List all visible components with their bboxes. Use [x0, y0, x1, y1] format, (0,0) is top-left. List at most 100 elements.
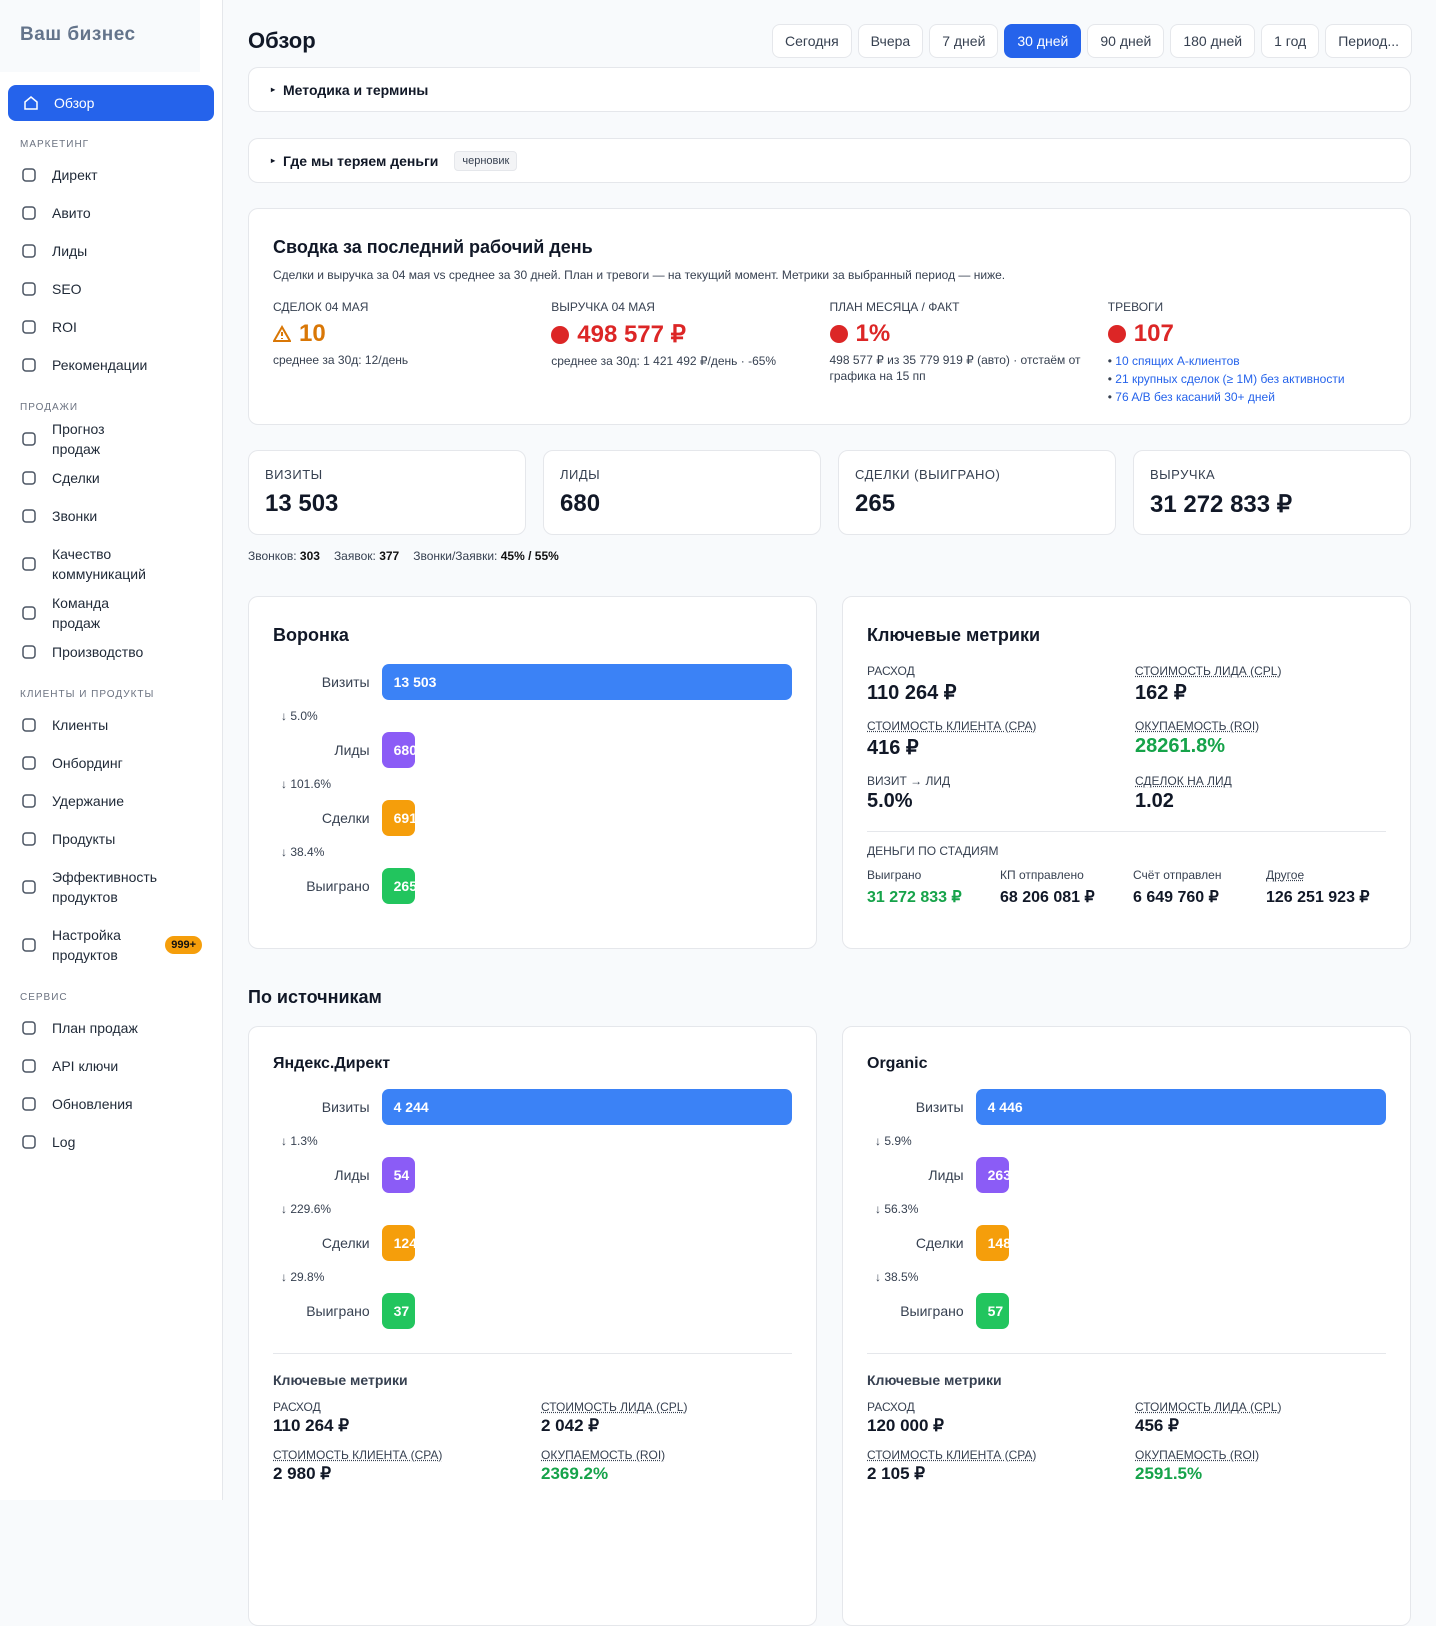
metric-label: СДЕЛКИ (ВЫИГРАНО) — [855, 467, 1099, 482]
kpi: ВЫРУЧКА 04 МАЯ 498 577 ₽ среднее за 30д: 1… — [551, 300, 829, 406]
nav-item[interactable]: SEO — [0, 270, 222, 308]
funnel-drop: ↓ 38.4% — [273, 836, 792, 868]
nav-label: Онбординг — [52, 753, 152, 773]
nav-section-title: МАРКЕТИНГ — [20, 139, 202, 150]
nav-item[interactable]: Настройка продуктов 999+ — [0, 916, 222, 974]
nav-item[interactable]: Эффективность продуктов — [0, 858, 222, 916]
icon — [20, 1019, 38, 1037]
nav-item[interactable]: Удержание — [0, 782, 222, 820]
icon — [20, 1057, 38, 1075]
period-button[interactable]: 90 дней — [1087, 24, 1164, 58]
nav-item[interactable]: Лиды — [0, 232, 222, 270]
card-title: Ключевые метрики — [867, 625, 1386, 646]
metric-value: 2 042 ₽ — [541, 1416, 809, 1436]
metric: ВИЗИТ → ЛИД 5.0% — [867, 774, 1135, 813]
nav-item[interactable]: Онбординг — [0, 744, 222, 782]
body: Ваш бизнес Обзор МАРКЕТИНГ Директ Авито Лиды S… — [0, 0, 1436, 1500]
kpi: ПЛАН МЕСЯЦА / ФАКТ 1% 498 577 ₽ из 35 779 … — [830, 300, 1108, 406]
nav-item[interactable]: Клиенты — [0, 706, 222, 744]
period-button[interactable]: Период... — [1325, 24, 1412, 58]
funnel-drop: ↓ 229.6% — [273, 1193, 792, 1225]
collapsible[interactable]: ▸ Методика и термины — [248, 67, 1411, 112]
nav-item[interactable]: Директ — [0, 156, 222, 194]
key-metrics-card: Ключевые метрики РАСХОД 110 264 ₽ СТОИМОСТЬ… — [842, 596, 1411, 949]
stage-label: Визиты — [273, 674, 382, 690]
nav-item[interactable]: ROI — [0, 308, 222, 346]
nav-item[interactable]: API ключи — [0, 1047, 222, 1085]
nav-item[interactable]: Рекомендации — [0, 346, 222, 384]
nav-item[interactable]: Прогноз продаж — [0, 419, 222, 459]
nav-label: Обновления — [52, 1094, 152, 1114]
icon — [20, 430, 38, 448]
metric-value: 456 ₽ — [1135, 1416, 1403, 1436]
nav-item[interactable]: Звонки — [0, 497, 222, 535]
funnel-bar: 4 446 — [976, 1089, 1386, 1125]
period-selector: Сегодня Вчера 7 дней 30 дней 90 дней 180 дней… — [772, 24, 1412, 58]
alert-link[interactable]: 76 A/B без касаний 30+ дней — [1108, 388, 1386, 406]
icon — [551, 326, 569, 344]
period-button[interactable]: Сегодня — [772, 24, 852, 58]
period-button[interactable]: 180 дней — [1170, 24, 1255, 58]
metric-value: 680 — [560, 490, 804, 518]
stage-label: Выиграно — [867, 868, 1000, 882]
metric-label: ВЫРУЧКА — [1150, 467, 1394, 482]
stage-value: 31 272 833 ₽ — [867, 887, 1000, 907]
bar-track: 54 — [382, 1157, 792, 1193]
stage: Выиграно 31 272 833 ₽ — [867, 868, 1000, 907]
icon — [20, 792, 38, 810]
nav-item[interactable]: План продаж — [0, 1009, 222, 1047]
metric-label: ВИЗИТ → ЛИД — [867, 774, 1135, 788]
metric-label: ОКУПАЕМОСТЬ (ROI) — [541, 1448, 809, 1462]
nav-item[interactable]: Команда продаж — [0, 593, 222, 633]
metric: СТОИМОСТЬ КЛИЕНТА (CPA) 2 980 ₽ — [273, 1448, 541, 1484]
stages-title: ДЕНЬГИ ПО СТАДИЯМ — [867, 844, 1386, 858]
nav-label: Удержание — [52, 791, 152, 811]
nav-label: Эффективность продуктов — [52, 867, 152, 907]
nav-label: Продукты — [52, 829, 152, 849]
stage-label: Выиграно — [273, 878, 382, 894]
kpi-label: СДЕЛОК 04 МАЯ — [273, 300, 551, 314]
nav-item[interactable]: Авито — [0, 194, 222, 232]
funnel-bar: 265 — [382, 868, 415, 904]
stat-label: Звонки/Заявки: — [413, 549, 497, 563]
funnel-drop: ↓ 5.9% — [867, 1125, 1386, 1157]
metrics-grid: РАСХОД 110 264 ₽ СТОИМОСТЬ ЛИДА (CPL) 2 042… — [273, 1400, 792, 1484]
stage-label: Лиды — [273, 742, 382, 758]
metric-value: 110 264 ₽ — [867, 680, 1135, 705]
funnel-stage: Сделки 148 — [867, 1225, 1386, 1261]
kpi-note: 498 577 ₽ из 35 779 919 ₽ (авто) · отста… — [830, 352, 1090, 384]
kpi-row: СДЕЛОК 04 МАЯ 10 среднее за 30д: 12/день ВЫ… — [273, 300, 1386, 406]
funnel-stage: Визиты 4 446 — [867, 1089, 1386, 1125]
alert-link[interactable]: 21 крупных сделок (≥ 1M) без активности — [1108, 370, 1386, 388]
period-button[interactable]: 30 дней — [1004, 24, 1081, 58]
icon — [20, 280, 38, 298]
icon — [20, 356, 38, 374]
alert-link[interactable]: 10 спящих А-клиентов — [1108, 352, 1386, 370]
nav-item[interactable]: Обновления — [0, 1085, 222, 1123]
period-button[interactable]: 1 год — [1261, 24, 1319, 58]
nav-item[interactable]: Продукты — [0, 820, 222, 858]
metric-value: 2 105 ₽ — [867, 1464, 1135, 1484]
nav-item[interactable]: Производство — [0, 633, 222, 671]
metric-label: СТОИМОСТЬ ЛИДА (CPL) — [1135, 1400, 1403, 1414]
icon — [20, 830, 38, 848]
kpi: СДЕЛОК 04 МАЯ 10 среднее за 30д: 12/день — [273, 300, 551, 406]
nav-item[interactable]: Качество коммуникаций — [0, 535, 222, 593]
icon — [20, 1133, 38, 1151]
metric-label: СТОИМОСТЬ КЛИЕНТА (CPA) — [867, 1448, 1135, 1462]
collapsible[interactable]: ▸ Где мы теряем деньги черновик — [248, 138, 1411, 183]
icon — [20, 604, 38, 622]
period-button[interactable]: Вчера — [858, 24, 924, 58]
nav-item[interactable]: Log — [0, 1123, 222, 1161]
funnel-bar: 691 — [382, 800, 415, 836]
stage: Счёт отправлен 6 649 760 ₽ — [1133, 868, 1266, 907]
icon — [20, 166, 38, 184]
metric-cards: ВИЗИТЫ 13 503 ЛИДЫ 680 СДЕЛКИ (ВЫИГРАНО) 265 В… — [248, 450, 1411, 535]
period-button[interactable]: 7 дней — [929, 24, 998, 58]
metric-value: 110 264 ₽ — [273, 1416, 541, 1436]
nav-label: Авито — [52, 203, 152, 223]
icon — [273, 325, 291, 343]
stage-label: Лиды — [867, 1167, 976, 1183]
nav-item-active[interactable]: Обзор — [8, 85, 214, 121]
nav-item[interactable]: Сделки — [0, 459, 222, 497]
